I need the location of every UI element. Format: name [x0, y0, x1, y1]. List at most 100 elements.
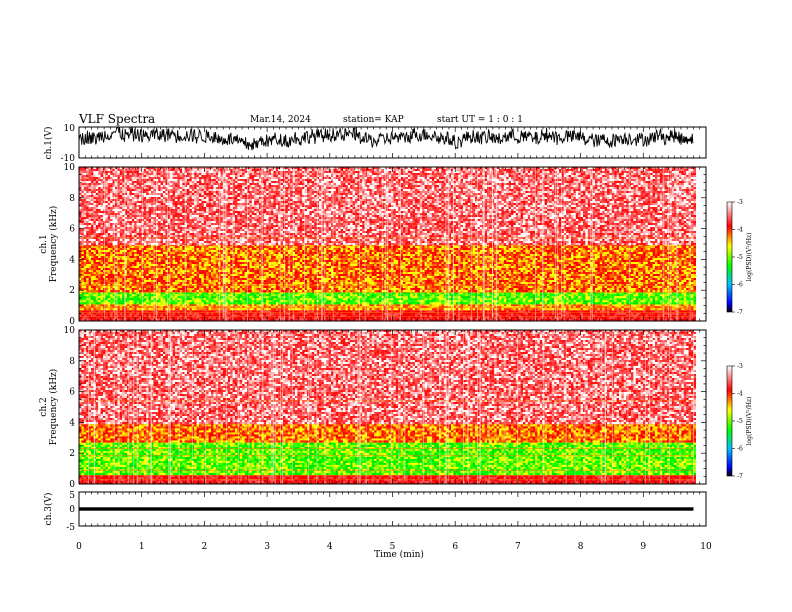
spectrogram-cell: [367, 294, 370, 297]
spectrogram-cell: [88, 314, 92, 317]
spectrogram-cell: [479, 312, 483, 315]
spectrogram-cell: [508, 296, 512, 299]
date-label: Mar.14, 2024: [250, 115, 311, 125]
spectrogram-cell: [110, 278, 113, 281]
spectrogram-cell: [518, 294, 521, 297]
spectrogram-cell: [338, 314, 341, 317]
spectrogram-cell: [163, 318, 166, 321]
spectrogram-cell: [131, 294, 135, 297]
spectrogram-cell: [388, 296, 392, 299]
spectrogram-cell: [136, 300, 140, 303]
spectrogram-cell: [595, 304, 598, 307]
spectrogram-cell: [513, 312, 516, 315]
spectrogram-cell: [81, 246, 84, 249]
spectrogram-cell: [194, 298, 197, 301]
spectrogram-cell: [381, 318, 384, 321]
spectrogram-cell: [544, 314, 548, 317]
spectrogram-cell: [367, 298, 370, 301]
spectrogram-cell: [151, 300, 154, 303]
spectrogram-cell: [506, 318, 509, 321]
spectrogram-cell: [479, 304, 483, 307]
spectrogram-cell: [583, 304, 586, 307]
spectrogram-cell: [189, 304, 192, 307]
spectrogram-cell: [415, 300, 418, 303]
spectrogram-cell: [547, 316, 550, 319]
spectrogram-cell: [446, 310, 449, 313]
spectrogram-cell: [328, 312, 332, 315]
spectrogram-cell: [208, 298, 212, 301]
spectrogram-cell: [239, 298, 243, 301]
spectrogram-cell: [237, 304, 240, 307]
spectrogram-cell: [410, 298, 413, 301]
spectrogram-cell: [393, 304, 396, 307]
spectrogram-cell: [297, 302, 300, 305]
spectrogram-cell: [376, 296, 380, 299]
spectrogram-cell: [95, 300, 99, 303]
spectrogram-cell: [484, 310, 488, 313]
spectrogram-cell: [655, 316, 658, 319]
spectrogram-cell: [595, 296, 598, 299]
spectrogram-cell: [460, 310, 464, 313]
spectrogram-cell: [484, 314, 488, 317]
spectrogram-cell: [244, 302, 248, 305]
spectrogram-cell: [491, 314, 495, 317]
spectrogram-cell: [357, 312, 360, 315]
spectrogram-cell: [513, 314, 516, 317]
spectrogram-cell: [83, 302, 87, 305]
spectrogram-cell: [503, 300, 507, 303]
spectrogram-cell: [83, 304, 87, 307]
spectrogram-cell: [467, 310, 471, 313]
spectrogram-cell: [179, 296, 183, 299]
spectrogram-cell: [158, 298, 161, 301]
spectrogram-cell: [148, 310, 152, 313]
spectrogram-cell: [333, 308, 336, 311]
spectrogram-cell: [93, 248, 96, 251]
spectrogram-cell: [251, 302, 255, 305]
spectrogram-cell: [518, 304, 521, 307]
spectrogram-cell: [179, 294, 183, 297]
spectrogram-cell: [177, 314, 180, 317]
spectrogram-cell: [520, 300, 524, 303]
spectrogram-cell: [412, 314, 416, 317]
spectrogram-cell: [232, 312, 236, 315]
spectrogram-cell: [191, 296, 195, 299]
spectrogram-cell: [235, 296, 238, 299]
spectrogram-cell: [153, 312, 156, 315]
spectrogram-cell: [127, 296, 130, 299]
spectrogram-cell: [513, 302, 516, 305]
spectrogram-cell: [91, 268, 94, 271]
spectrogram-cell: [232, 314, 236, 317]
spectrogram-cell: [607, 304, 610, 307]
spectrogram-cell: [172, 310, 176, 313]
spectrogram-cell: [278, 314, 281, 317]
spectrogram-cell: [110, 270, 113, 273]
spectrogram-cell: [266, 310, 269, 313]
spectrogram-cell: [187, 300, 190, 303]
spectrogram-cell: [659, 294, 663, 297]
spectrogram-cell: [98, 260, 101, 263]
spectrogram-cell: [429, 302, 432, 305]
spectrogram-cell: [506, 310, 509, 313]
spectrogram-cell: [431, 312, 435, 315]
spectrogram-cell: [503, 310, 507, 313]
spectrogram-cell: [568, 308, 572, 311]
spectrogram-cell: [100, 274, 104, 277]
spectrogram-cell: [235, 308, 238, 311]
spectrogram-cell: [309, 300, 312, 303]
spectrogram-cell: [247, 310, 250, 313]
spectrogram-cell: [395, 294, 399, 297]
spectrogram-cell: [520, 294, 524, 297]
spectrogram-cell: [417, 312, 420, 315]
spectrogram-cell: [458, 314, 461, 317]
spectrogram-cell: [242, 296, 245, 299]
spectrogram-cell: [263, 308, 267, 311]
spectrogram-cell: [335, 308, 339, 311]
spectrogram-cell: [587, 312, 591, 315]
spectrogram-cell: [110, 264, 113, 267]
spectrogram-cell: [343, 310, 346, 313]
spectrogram-cell: [489, 312, 492, 315]
spectrogram-cell: [328, 304, 332, 307]
spectrogram-cell: [153, 314, 156, 317]
spectrogram-cell: [499, 296, 502, 299]
spectrogram-cell: [328, 296, 332, 299]
